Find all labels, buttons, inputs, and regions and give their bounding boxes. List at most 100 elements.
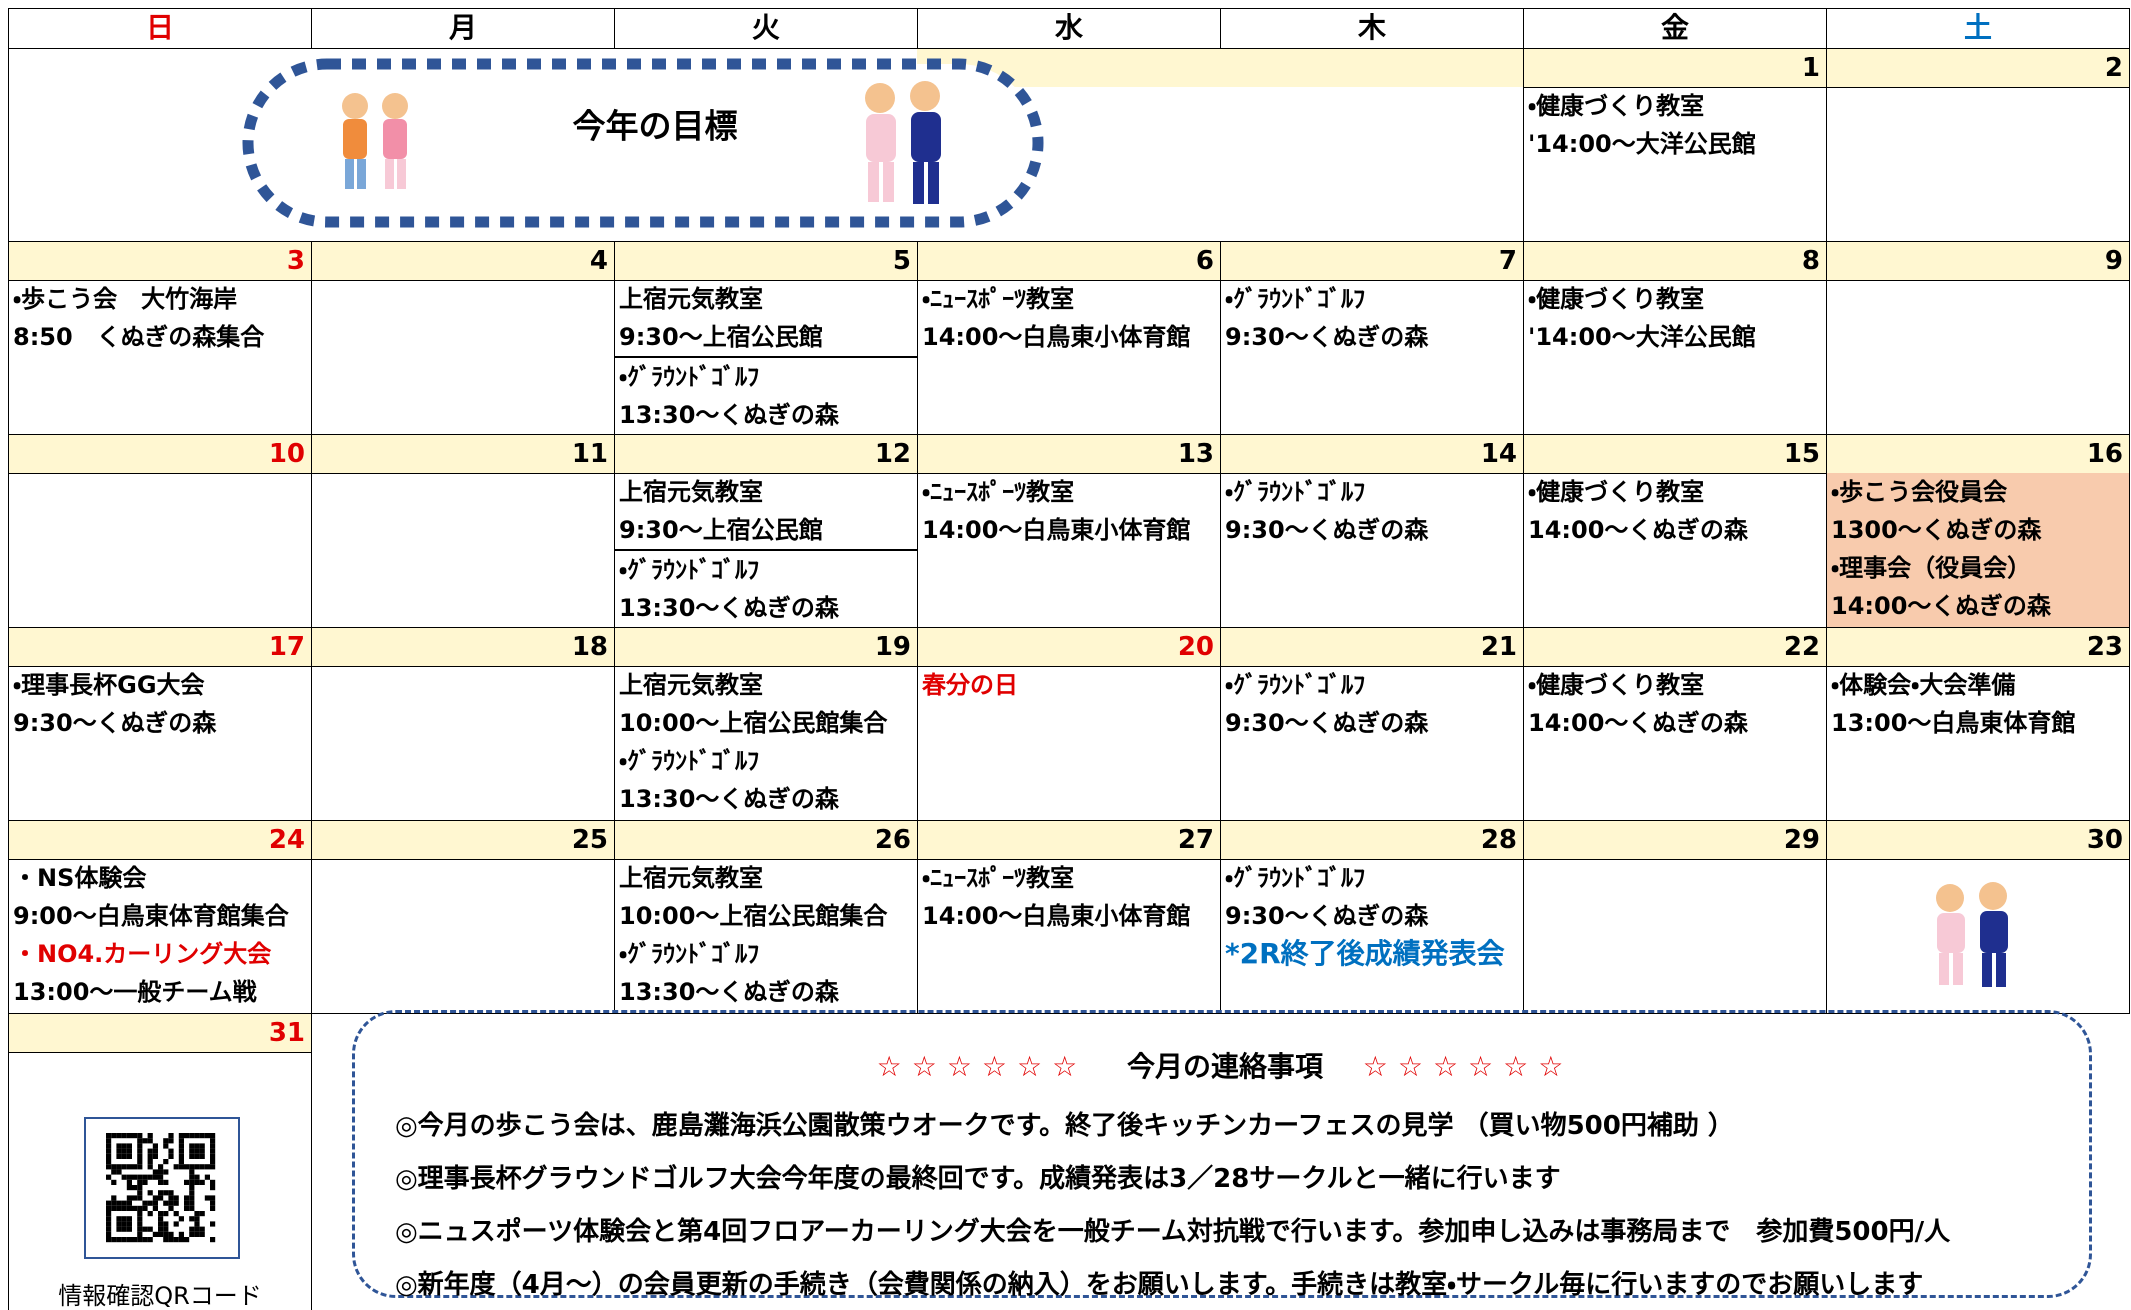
- day-cell: 18: [311, 627, 615, 821]
- day-cell: 22 ・健康づくり教室 14:00～くぬぎの森: [1523, 627, 1827, 821]
- qr-module: [126, 1221, 132, 1227]
- qr-module: [132, 1195, 138, 1201]
- qr-module: [199, 1211, 205, 1217]
- event-text: 14:00～くぬぎの森: [1831, 592, 2051, 620]
- qr-module: [111, 1195, 117, 1201]
- qr-module: [163, 1169, 169, 1175]
- qr-module: [158, 1211, 164, 1217]
- qr-module: [137, 1190, 143, 1196]
- qr-module: [147, 1190, 153, 1196]
- event-group: ・ｸﾞﾗｳﾝﾄﾞｺﾞﾙﾌ 13:30～くぬぎの森: [615, 551, 917, 627]
- qr-module: [142, 1174, 148, 1180]
- day-events: [1524, 859, 1826, 1013]
- day-number-band: 20: [918, 628, 1220, 667]
- qr-module: [121, 1221, 127, 1227]
- qr-module: [189, 1216, 195, 1222]
- qr-module: [147, 1138, 153, 1144]
- qr-module: [194, 1216, 200, 1222]
- illustration: [1936, 882, 2008, 987]
- qr-module: [189, 1179, 195, 1185]
- qr-module: [126, 1164, 132, 1170]
- day-events: ・ﾆｭｰｽﾎﾟｰﾂ教室 14:00～白鳥東小体育館: [918, 473, 1220, 627]
- qr-module: [111, 1200, 117, 1206]
- day-cell: 11: [311, 434, 615, 628]
- event-text: 10:00～上宿公民館集合: [619, 902, 888, 930]
- stars: ☆☆☆☆☆☆: [1362, 1050, 1574, 1083]
- qr-module: [158, 1179, 164, 1185]
- qr-module: [106, 1138, 112, 1144]
- qr-module: [184, 1205, 190, 1211]
- qr-module: [142, 1205, 148, 1211]
- day-number-band: 13: [918, 435, 1220, 474]
- event-group: ・ｸﾞﾗｳﾝﾄﾞｺﾞﾙﾌ 9:30～くぬぎの森: [1221, 280, 1523, 356]
- qr-module: [189, 1195, 195, 1201]
- qr-module: [158, 1216, 164, 1222]
- notice-line: ◎理事長杯グラウンドゴルフ大会今年度の最終回です。成績発表は3／28サークルと一…: [395, 1164, 1561, 1194]
- event-group: ・健康づくり教室 14:00～くぬぎの森: [1524, 666, 1826, 742]
- qr-module: [184, 1179, 190, 1185]
- event-text: 9:30～くぬぎの森: [1225, 323, 1429, 351]
- qr-module: [147, 1164, 153, 1170]
- day-number-band: 17: [9, 628, 311, 667]
- day-cell: 5 上宿元気教室 9:30～上宿公民館 ・ｸﾞﾗｳﾝﾄﾞｺﾞﾙﾌ 13:30～くぬぎの…: [614, 241, 918, 435]
- day-events: ・体験会・大会準備 13:00～白鳥東体育館: [1827, 666, 2129, 820]
- qr-module: [152, 1195, 158, 1201]
- day-events: 春分の日: [918, 666, 1220, 820]
- event-text: ・ｸﾞﾗｳﾝﾄﾞｺﾞﾙﾌ: [1225, 864, 1366, 892]
- event-text: ・ｸﾞﾗｳﾝﾄﾞｺﾞﾙﾌ: [619, 556, 760, 584]
- qr-module: [210, 1159, 216, 1165]
- day-events: ・ｸﾞﾗｳﾝﾄﾞｺﾞﾙﾌ 9:30～くぬぎの森: [1221, 473, 1523, 627]
- day-cell: 12 上宿元気教室 9:30～上宿公民館 ・ｸﾞﾗｳﾝﾄﾞｺﾞﾙﾌ 13:30～くぬぎ…: [614, 434, 918, 628]
- qr-module: [210, 1237, 216, 1243]
- qr-module: [106, 1148, 112, 1154]
- event-text: 春分の日: [922, 671, 1018, 699]
- qr-module: [194, 1226, 200, 1232]
- qr-module: [132, 1205, 138, 1211]
- day-cell: 10: [8, 434, 312, 628]
- qr-module: [126, 1185, 132, 1191]
- day-number-band: 16: [1827, 435, 2129, 474]
- day-events: ・健康づくり教室 14:00～くぬぎの森: [1524, 473, 1826, 627]
- weekday-header: 火: [614, 8, 918, 49]
- event-text: ・健康づくり教室: [1528, 92, 1705, 120]
- qr-module: [147, 1133, 153, 1139]
- day-number-band: 31: [9, 1014, 311, 1053]
- day-cell: 17 ・理事長杯GG大会 9:30～くぬぎの森: [8, 627, 312, 821]
- qr-module: [152, 1148, 158, 1154]
- event-text: ・ｸﾞﾗｳﾝﾄﾞｺﾞﾙﾌ: [1225, 671, 1366, 699]
- qr-module: [184, 1164, 190, 1170]
- qr-module: [152, 1200, 158, 1206]
- qr-module: [147, 1226, 153, 1232]
- qr-module: [137, 1195, 143, 1201]
- event-text: 13:30～くぬぎの森: [619, 594, 839, 622]
- event-text: 9:00～白鳥東体育館集合: [13, 902, 289, 930]
- event-text: 14:00～白鳥東小体育館: [922, 902, 1191, 930]
- day-events: 上宿元気教室 10:00～上宿公民館集合 ・ｸﾞﾗｳﾝﾄﾞｺﾞﾙﾌ 13:30～くぬぎ…: [615, 666, 917, 820]
- qr-module: [199, 1226, 205, 1232]
- qr-module: [178, 1159, 184, 1165]
- qr-module: [152, 1205, 158, 1211]
- event-text: 13:30～くぬぎの森: [619, 978, 839, 1006]
- qr-module: [194, 1143, 200, 1149]
- qr-module: [132, 1174, 138, 1180]
- qr-module: [111, 1205, 117, 1211]
- qr-module: [142, 1200, 148, 1206]
- day-number-band: 30: [1827, 821, 2129, 860]
- day-cell: 29: [1523, 820, 1827, 1014]
- qr-module: [194, 1231, 200, 1237]
- qr-module: [126, 1237, 132, 1243]
- qr-module: [121, 1174, 127, 1180]
- event-text: 9:30～くぬぎの森: [13, 709, 217, 737]
- event-group: ・歩こう会 大竹海岸 8:50 くぬぎの森集合: [9, 280, 311, 356]
- qr-module: [137, 1211, 143, 1217]
- qr-module: [168, 1237, 174, 1243]
- day-number-band: 8: [1524, 242, 1826, 281]
- qr-module: [199, 1153, 205, 1159]
- qr-module: [204, 1133, 210, 1139]
- qr-module: [163, 1221, 169, 1227]
- qr-module: [137, 1221, 143, 1227]
- day-events: [312, 280, 614, 434]
- qr-module: [194, 1148, 200, 1154]
